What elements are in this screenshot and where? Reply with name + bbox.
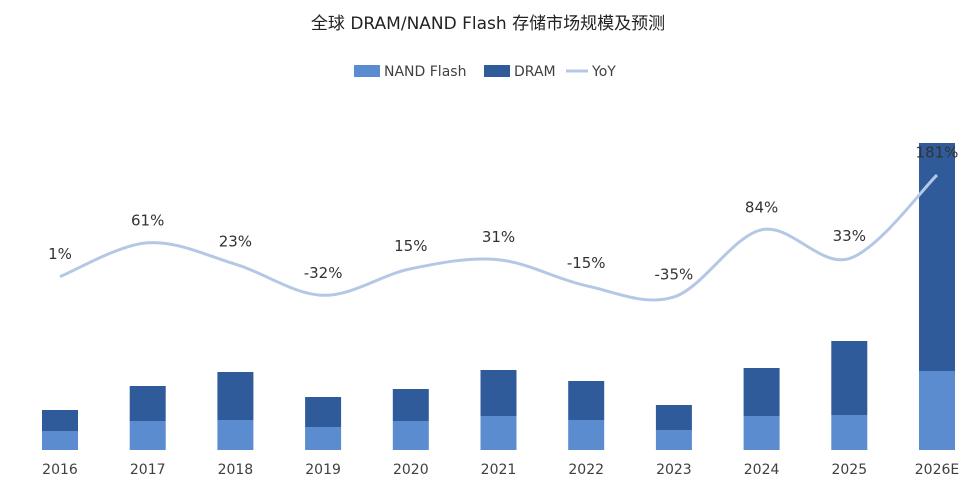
legend-label: NAND Flash xyxy=(384,64,466,80)
bar xyxy=(129,386,166,421)
data-label: 15% xyxy=(394,237,427,255)
x-tick-label: 2024 xyxy=(744,462,780,478)
bar xyxy=(655,430,692,450)
x-tick-label: 2019 xyxy=(305,462,341,478)
bar xyxy=(392,389,429,421)
line xyxy=(59,173,939,302)
legend: NAND Flash DRAM YoY xyxy=(354,64,616,80)
data-label: 84% xyxy=(745,198,778,216)
bar xyxy=(568,420,605,450)
x-tick-label: 2021 xyxy=(481,462,517,478)
bar xyxy=(42,410,78,431)
bar xyxy=(305,427,342,450)
bar xyxy=(831,341,868,415)
data-label: -15% xyxy=(567,254,606,272)
legend-label: DRAM xyxy=(514,64,556,80)
bar xyxy=(392,421,429,450)
data-label: -35% xyxy=(655,265,694,283)
bar xyxy=(743,368,780,416)
bar xyxy=(217,372,254,420)
bar xyxy=(831,415,868,450)
x-tick-label: 2025 xyxy=(831,462,867,478)
bar xyxy=(42,431,78,450)
bar xyxy=(919,143,955,371)
data-label: 31% xyxy=(482,228,515,246)
bar xyxy=(480,416,517,450)
x-tick-label: 2020 xyxy=(393,462,429,478)
bar xyxy=(568,381,605,420)
data-label: 1% xyxy=(48,245,72,263)
bar xyxy=(305,397,342,427)
x-tick-label: 2022 xyxy=(568,462,604,478)
bar xyxy=(919,371,955,450)
data-label: 33% xyxy=(833,227,866,245)
x-tick-label: 2018 xyxy=(218,462,254,478)
x-tick-label: 2017 xyxy=(130,462,166,478)
legend-label: YoY xyxy=(591,64,616,80)
bar xyxy=(129,421,166,450)
data-label: -32% xyxy=(304,264,343,282)
data-label: 181% xyxy=(916,144,959,162)
legend-swatch xyxy=(484,65,510,77)
data-label: 23% xyxy=(219,233,252,251)
x-tick-label: 2026E xyxy=(915,462,959,478)
legend-swatch xyxy=(354,65,380,77)
bar xyxy=(480,370,517,416)
x-tick-label: 2023 xyxy=(656,462,692,478)
data-label: 61% xyxy=(131,211,164,229)
bar xyxy=(655,405,692,430)
bar xyxy=(217,420,254,450)
x-tick-label: 2016 xyxy=(42,462,78,478)
chart-title: 全球 DRAM/NAND Flash 存储市场规模及预测 xyxy=(311,14,665,34)
bar xyxy=(743,416,780,450)
